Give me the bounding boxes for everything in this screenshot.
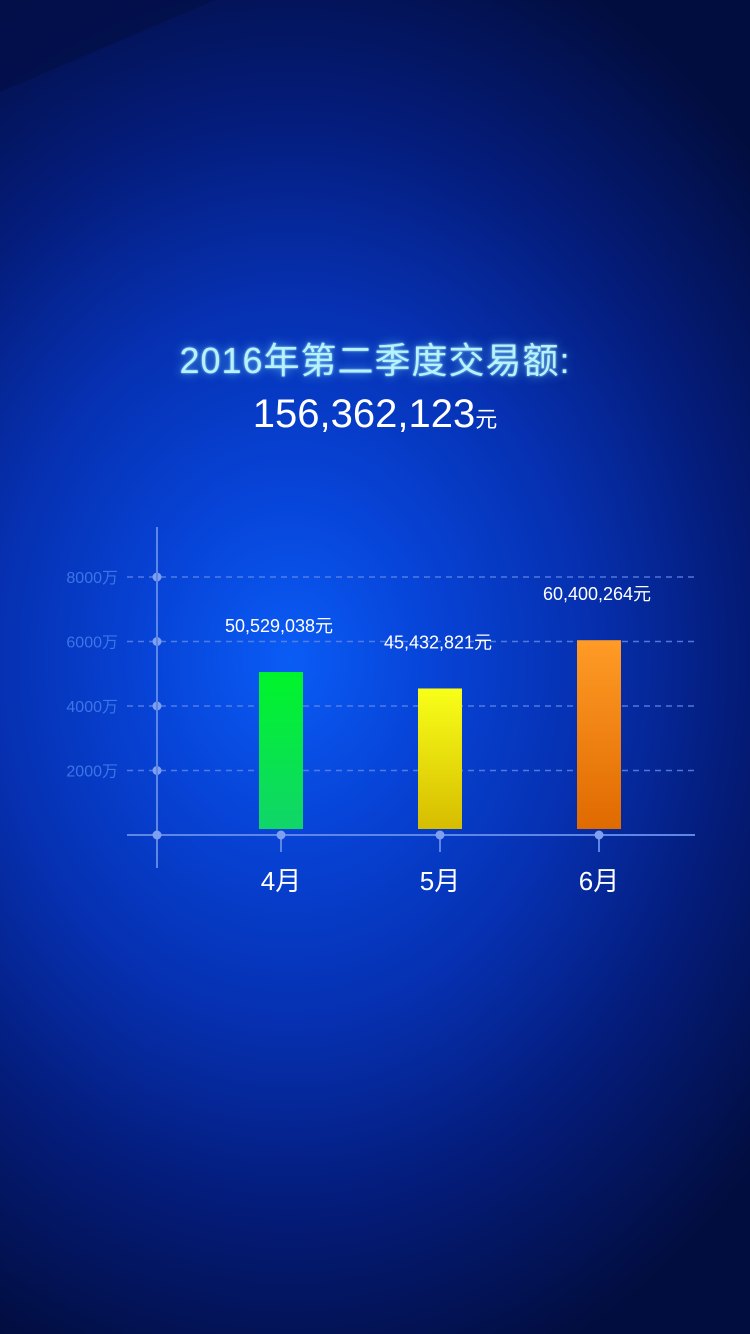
x-category-label: 5月 bbox=[420, 866, 460, 896]
chart-title: 2016年第二季度交易额: bbox=[179, 340, 571, 381]
bar-3 bbox=[577, 640, 621, 829]
x-axis-tick-dot bbox=[276, 830, 286, 840]
bar-layer bbox=[259, 640, 621, 829]
x-axis-tick-dot bbox=[594, 830, 604, 840]
bar-value-label: 60,400,264元 bbox=[543, 584, 651, 604]
quarter-total-amount: 156,362,123 bbox=[252, 392, 476, 436]
bar-value-label: 50,529,038元 bbox=[225, 616, 333, 636]
y-tick-label: 2000万 bbox=[66, 764, 118, 781]
y-tick-label: 8000万 bbox=[66, 570, 118, 587]
axis-origin-dot bbox=[152, 830, 162, 840]
y-tick-label: 6000万 bbox=[66, 635, 118, 652]
x-category-label: 4月 bbox=[261, 866, 301, 896]
quarter-total-unit: 元 bbox=[475, 407, 498, 432]
axis-layer bbox=[127, 527, 695, 868]
y-tick-label: 4000万 bbox=[66, 699, 118, 716]
label-layer: 2000万 4000万 6000万 8000万 50,529,038元 4月 45,432,… bbox=[66, 570, 651, 896]
quarter-total: 156,362,123元 bbox=[0, 392, 750, 437]
x-category-label: 6月 bbox=[579, 866, 619, 896]
x-axis-tick-dot bbox=[435, 830, 445, 840]
bar-2 bbox=[418, 688, 462, 829]
bar-1 bbox=[259, 672, 303, 829]
bar-value-label: 45,432,821元 bbox=[384, 632, 492, 652]
